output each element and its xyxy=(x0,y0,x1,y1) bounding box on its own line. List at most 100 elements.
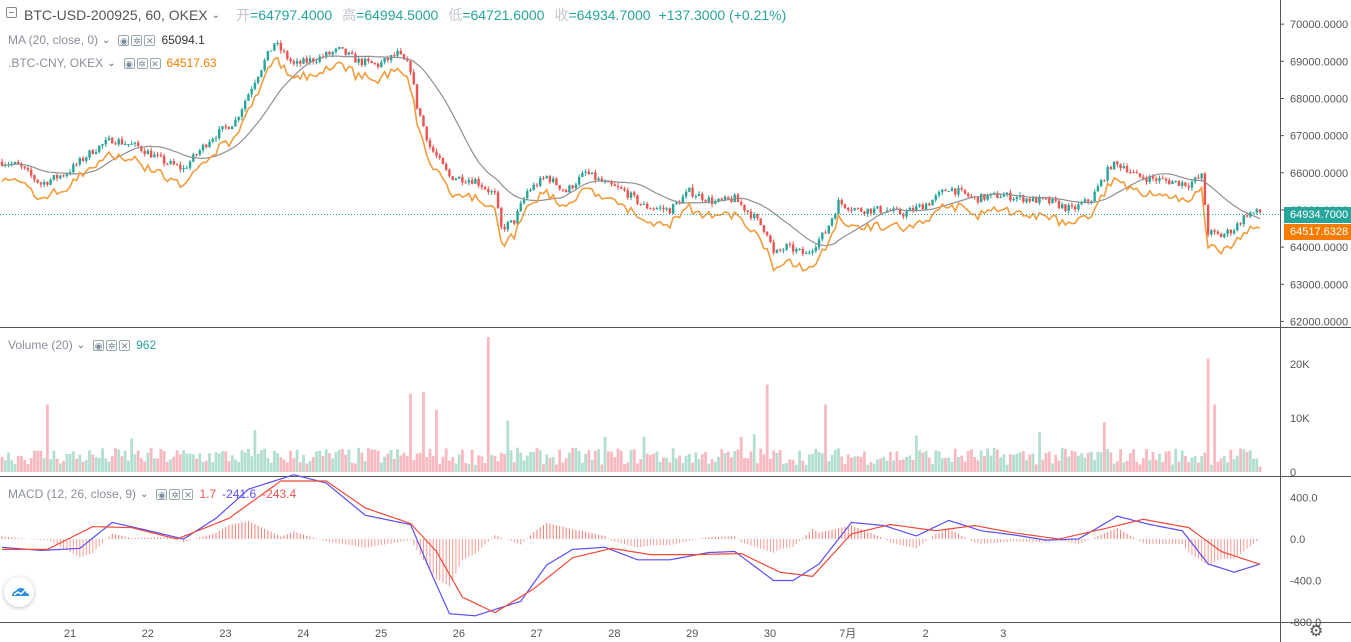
volume-bar xyxy=(1051,463,1054,472)
eye-icon[interactable]: ◉ xyxy=(93,339,105,351)
volume-bar xyxy=(995,449,999,472)
candle-body xyxy=(1151,176,1155,179)
macd-tick-label: 0.0 xyxy=(1290,534,1305,546)
close-icon[interactable]: ✕ xyxy=(182,488,194,500)
candle-body xyxy=(548,175,552,183)
symbol-title[interactable]: BTC-USD-200925, 60, OKEX xyxy=(24,7,208,23)
volume-bar xyxy=(1222,456,1226,472)
candle-body xyxy=(928,203,931,206)
candle-body xyxy=(681,196,685,204)
candle-body xyxy=(963,189,967,194)
price-tick-label: 70000.0000 xyxy=(1290,19,1348,31)
overlay-label[interactable]: .BTC-CNY, OKEX xyxy=(8,56,104,70)
candle-body xyxy=(957,188,960,195)
candle-body xyxy=(1122,166,1126,169)
candle-body xyxy=(765,231,769,236)
volume-bar xyxy=(191,454,195,472)
volume-bar xyxy=(837,448,840,472)
chevron-down-icon[interactable]: ⌄ xyxy=(102,34,111,46)
volume-bar xyxy=(882,456,886,472)
volume-bar xyxy=(1255,458,1259,472)
candle-body xyxy=(607,181,610,183)
volume-bar xyxy=(214,452,218,472)
volume-bar xyxy=(101,448,104,472)
macd-label[interactable]: MACD (12, 26, close, 9) xyxy=(8,487,137,501)
volume-bar xyxy=(645,453,649,472)
volume-bar xyxy=(386,453,390,472)
candle-body xyxy=(454,178,458,181)
time-tick-label: 25 xyxy=(375,628,387,640)
candle-body xyxy=(529,189,532,192)
candle-body xyxy=(727,196,730,199)
chart-settings-gear-icon[interactable]: ⚙ xyxy=(1309,623,1324,640)
collapse-legend-icon[interactable] xyxy=(6,7,17,18)
candle-body xyxy=(526,191,529,199)
volume-bar xyxy=(311,457,315,472)
gear-icon[interactable]: ✲ xyxy=(136,57,148,69)
candle-body xyxy=(639,203,642,205)
time-tick-label: 3 xyxy=(1000,628,1006,640)
candle-body xyxy=(201,144,205,151)
close-icon[interactable]: ✕ xyxy=(149,57,161,69)
volume-bar xyxy=(561,462,565,472)
volume-bar xyxy=(1135,461,1139,472)
candle-body xyxy=(1109,166,1113,170)
candle-body xyxy=(299,60,302,64)
candle-body xyxy=(798,248,801,250)
volume-bar xyxy=(409,393,412,472)
candle-body xyxy=(1226,229,1229,235)
candle-body xyxy=(966,193,970,197)
volume-label[interactable]: Volume (20) xyxy=(8,338,73,352)
eye-icon[interactable]: ◉ xyxy=(156,488,168,500)
candle-body xyxy=(1093,191,1096,202)
candle-body xyxy=(1252,212,1255,214)
gear-icon[interactable]: ✲ xyxy=(131,34,143,46)
candle-body xyxy=(1255,209,1258,213)
candle-body xyxy=(1025,198,1028,203)
candle-body xyxy=(1086,199,1090,202)
chevron-down-icon[interactable]: ⌄ xyxy=(76,339,86,351)
candle-body xyxy=(876,206,879,209)
eye-icon[interactable]: ◉ xyxy=(123,57,135,69)
chevron-down-icon[interactable]: ⌄ xyxy=(107,57,116,69)
candle-body xyxy=(211,139,214,142)
candle-body xyxy=(769,235,772,243)
ma-label[interactable]: MA (20, close, 0) xyxy=(8,33,99,47)
close-icon[interactable]: ✕ xyxy=(119,339,131,351)
volume-bar xyxy=(104,458,108,472)
gear-icon[interactable]: ✲ xyxy=(106,339,118,351)
ma-legend: MA (20, close, 0) ⌄ ◉ ✲ ✕ 65094.1 xyxy=(8,31,205,49)
candle-body xyxy=(65,174,69,176)
candle-body xyxy=(231,126,234,130)
volume-bar xyxy=(827,461,831,472)
candle-body xyxy=(509,220,513,223)
candle-body xyxy=(960,188,963,190)
volume-bar xyxy=(292,458,296,472)
volume-bar xyxy=(888,451,892,472)
volume-bar xyxy=(503,454,506,472)
ohlc-open-value: =64797.4000 xyxy=(250,7,333,23)
candle-body xyxy=(1223,234,1226,238)
volume-bar xyxy=(10,460,14,472)
candle-body xyxy=(143,150,146,155)
chevron-down-icon[interactable]: ⌄ xyxy=(140,488,149,500)
volume-bar xyxy=(405,456,409,472)
candle-body xyxy=(94,152,98,154)
close-icon[interactable]: ✕ xyxy=(144,34,156,46)
volume-bar xyxy=(234,459,237,472)
volume-bar xyxy=(1067,456,1071,472)
chevron-down-icon[interactable]: ⌄ xyxy=(211,9,221,21)
volume-bar xyxy=(1096,451,1100,472)
candle-body xyxy=(1132,171,1135,173)
candle-body xyxy=(814,247,818,251)
tradingview-cloud-icon[interactable] xyxy=(4,577,34,607)
candle-body xyxy=(775,249,779,253)
volume-bar xyxy=(130,438,134,472)
eye-icon[interactable]: ◉ xyxy=(118,34,130,46)
candle-body xyxy=(305,58,308,63)
volume-bar xyxy=(402,452,406,472)
gear-icon[interactable]: ✲ xyxy=(169,488,181,500)
volume-bar xyxy=(833,449,837,472)
volume-bar xyxy=(976,460,980,472)
